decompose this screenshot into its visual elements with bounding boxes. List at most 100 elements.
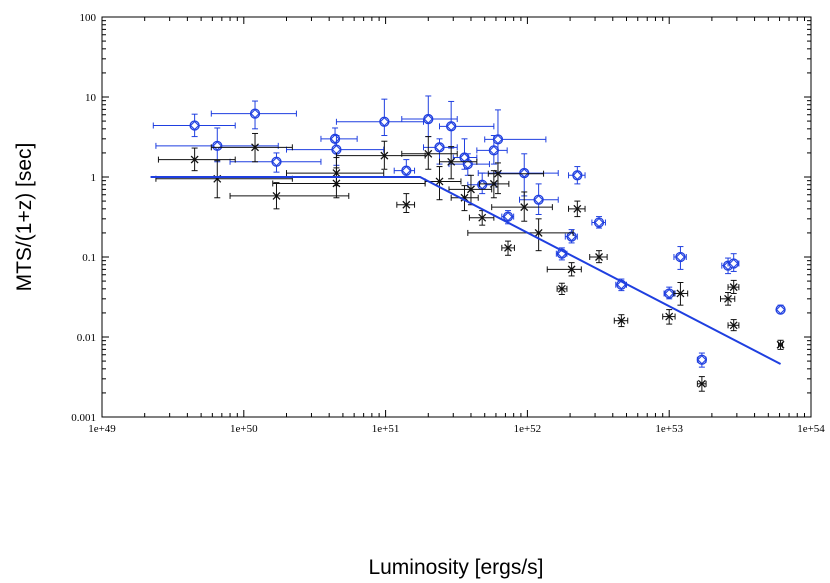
circle-marker [566, 231, 577, 242]
diamond-marker [189, 120, 200, 131]
black-data-point [272, 167, 426, 199]
black-data-point [613, 314, 629, 328]
black-data-point [401, 136, 458, 170]
circle-marker [696, 354, 708, 365]
x-marker-stroke [447, 157, 456, 166]
blue-data-point [519, 183, 559, 215]
black-data-point [546, 262, 582, 277]
fit-line [150, 176, 782, 365]
blue-data-point [422, 138, 458, 165]
diamond-marker [463, 159, 473, 169]
diamond-marker [566, 231, 577, 242]
blue-data-point [401, 95, 458, 138]
x-marker-stroke [729, 283, 738, 292]
x-tick-label: 1e+54 [797, 423, 825, 435]
x-marker-stroke [595, 253, 603, 261]
black-data-point [229, 182, 350, 210]
black-data-point [719, 291, 736, 306]
blue-data-point [591, 216, 606, 229]
x-marker-stroke [573, 204, 582, 213]
diamond-marker [594, 217, 604, 228]
series-black [155, 132, 785, 392]
x-tick-label: 1e+49 [88, 423, 116, 435]
black-data-point [467, 218, 574, 252]
x-axis-title: Luminosity [ergs/s] [368, 556, 543, 579]
black-data-point [157, 147, 236, 172]
blue-data-point [439, 100, 495, 149]
blue-data-point [696, 352, 708, 368]
x-marker-stroke [272, 191, 281, 200]
y-tick-label: 1 [91, 172, 97, 184]
circle-marker [434, 142, 445, 153]
diamond-marker [446, 121, 456, 132]
diamond-marker [493, 134, 503, 145]
diamond-marker [271, 156, 282, 167]
diamond-marker [434, 142, 445, 153]
circle-marker [664, 288, 675, 299]
black-data-point [589, 250, 608, 264]
diamond-marker [572, 170, 583, 181]
blue-data-point [229, 152, 322, 173]
black-data-point [396, 193, 416, 213]
diamond-marker [533, 194, 544, 205]
data-series [152, 95, 786, 392]
diamond-marker [503, 211, 513, 222]
diamond-marker [379, 117, 390, 127]
x-tick-label: 1e+51 [372, 423, 400, 435]
circle-marker [675, 251, 686, 263]
diamond-marker [664, 288, 674, 299]
circle-marker [423, 113, 434, 125]
black-data-point [662, 309, 676, 325]
x-marker-stroke [504, 243, 512, 252]
x-marker-stroke [665, 312, 674, 321]
blue-data-point [393, 159, 416, 177]
x-marker-stroke [435, 177, 444, 186]
black-data-point [468, 210, 495, 226]
diamond-marker [489, 145, 499, 156]
x-marker-stroke [489, 179, 498, 188]
diamond-marker [519, 168, 530, 178]
x-tick-label: 1e+53 [655, 423, 683, 435]
black-data-point [727, 279, 740, 294]
y-tick-label: 10 [85, 92, 97, 104]
circle-marker [249, 108, 261, 119]
circle-marker [775, 304, 786, 315]
diamond-marker [728, 258, 739, 269]
blue-data-point [727, 253, 740, 272]
black-data-point [424, 166, 462, 201]
plot-frame [101, 16, 812, 418]
circle-marker [502, 211, 514, 222]
x-marker-stroke [520, 203, 529, 212]
black-data-point [776, 339, 785, 350]
x-marker-stroke [617, 316, 626, 325]
y-axis-title: MTS/(1+z) [sec] [13, 143, 36, 292]
x-marker-stroke [534, 228, 543, 237]
x-marker-stroke [729, 321, 738, 330]
x-marker-stroke [676, 289, 685, 298]
diamond-marker [250, 108, 260, 119]
black-data-point [727, 319, 740, 332]
circle-marker [572, 170, 583, 181]
diamond-marker [675, 252, 686, 262]
blue-data-point [673, 246, 687, 270]
x-marker-stroke [697, 379, 706, 388]
x-tick-label: 1e+52 [514, 423, 542, 435]
circle-marker [401, 165, 412, 176]
black-data-point [479, 170, 510, 199]
y-tick-label: 0.1 [82, 252, 96, 264]
black-data-point [491, 191, 553, 222]
circle-marker [212, 140, 223, 152]
x-marker-stroke [424, 149, 433, 158]
diamond-marker [423, 114, 434, 124]
circle-marker [446, 121, 457, 132]
blue-data-point [210, 100, 297, 130]
x-marker-stroke [402, 200, 411, 209]
blue-data-point [335, 98, 424, 137]
circle-marker [533, 194, 544, 205]
blue-data-point [476, 135, 508, 165]
blue-data-point [564, 229, 578, 244]
circle-marker [189, 120, 200, 131]
black-data-point [439, 146, 478, 180]
x-marker-stroke [494, 169, 502, 178]
